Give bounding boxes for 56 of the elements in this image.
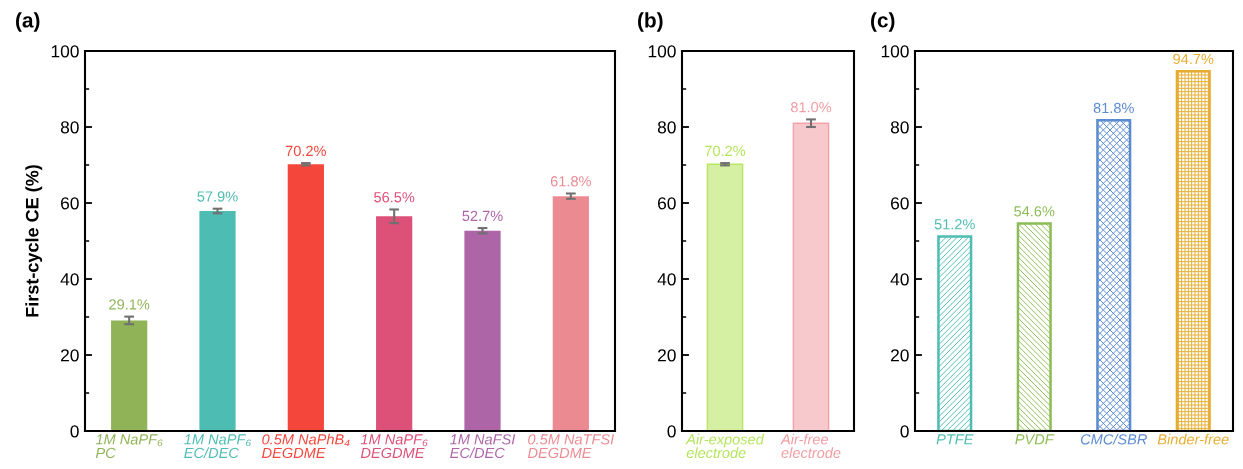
bar [552,196,589,431]
bar [1175,69,1211,431]
data-label: 51.2% [934,219,975,230]
bar [111,320,148,431]
y-tick-label: 80 [657,121,676,134]
y-tick-label: 100 [881,45,909,58]
bar [199,210,236,431]
y-tick-label: 60 [658,197,676,210]
chart-title: (c) [871,12,895,32]
x-tick-label: PTFE [936,434,974,445]
x-tick-label: 0.5M NaTFSI DEGDME [527,434,615,459]
data-label: 29.1% [109,299,150,310]
y-tick-label: 100 [648,45,676,58]
y-tick-label: 60 [61,197,79,210]
x-tick-label: 1M NaPF₆ PC [95,434,163,459]
x-tick-label: Air-free electrode [780,433,841,459]
x-tick-label: 0.5M NaPhB₄ DEGDME [262,433,350,459]
y-tick-label: 0 [667,425,676,438]
x-tick-label: 1M NaPF₆ DEGDME [360,434,428,459]
chart-title: (a) [16,12,40,32]
y-tick-label: 60 [891,197,909,210]
x-tick-label: 1M NaFSI EC/DEC [450,434,516,459]
y-tick-label: 40 [890,273,909,286]
y-tick-label: 80 [60,121,79,134]
data-label: 61.8% [550,176,591,187]
y-tick-label: 0 [70,425,79,438]
x-tick-label: Binder-free [1157,433,1229,445]
chart-title: (b) [638,12,663,32]
y-tick-label: 20 [61,349,79,362]
data-label: 57.9% [197,191,238,202]
data-label: 94.7% [1173,53,1214,65]
y-tick-label: 40 [60,273,79,286]
data-label: 52.7% [462,210,503,222]
data-label: 54.6% [1014,206,1055,217]
bar [1016,222,1052,431]
data-label: 81.8% [1093,102,1134,114]
y-tick-label: 80 [890,121,909,134]
y-tick-label: 40 [657,273,676,286]
y-tick-label: 20 [658,349,676,362]
x-tick-label: PVDF [1015,434,1055,445]
x-tick-label: 1M NaPF₆ EC/DEC [184,434,252,459]
x-tick-label: Air-exposed electrode [685,433,765,459]
bar [287,164,324,431]
data-label: 70.2% [705,145,746,157]
y-tick-label: 20 [891,349,909,362]
y-axis-title: First-cycle CE (%) [25,165,43,317]
bar [937,235,973,431]
bar [464,230,501,431]
bar [1096,118,1132,431]
bar [376,216,413,431]
y-tick-label: 0 [900,425,909,438]
x-tick-label: CMC/SBR [1080,433,1147,445]
data-label: 81.0% [790,102,832,113]
y-tick-label: 100 [51,45,79,58]
data-label: 56.5% [374,192,415,203]
data-label: 70.2% [285,145,326,157]
